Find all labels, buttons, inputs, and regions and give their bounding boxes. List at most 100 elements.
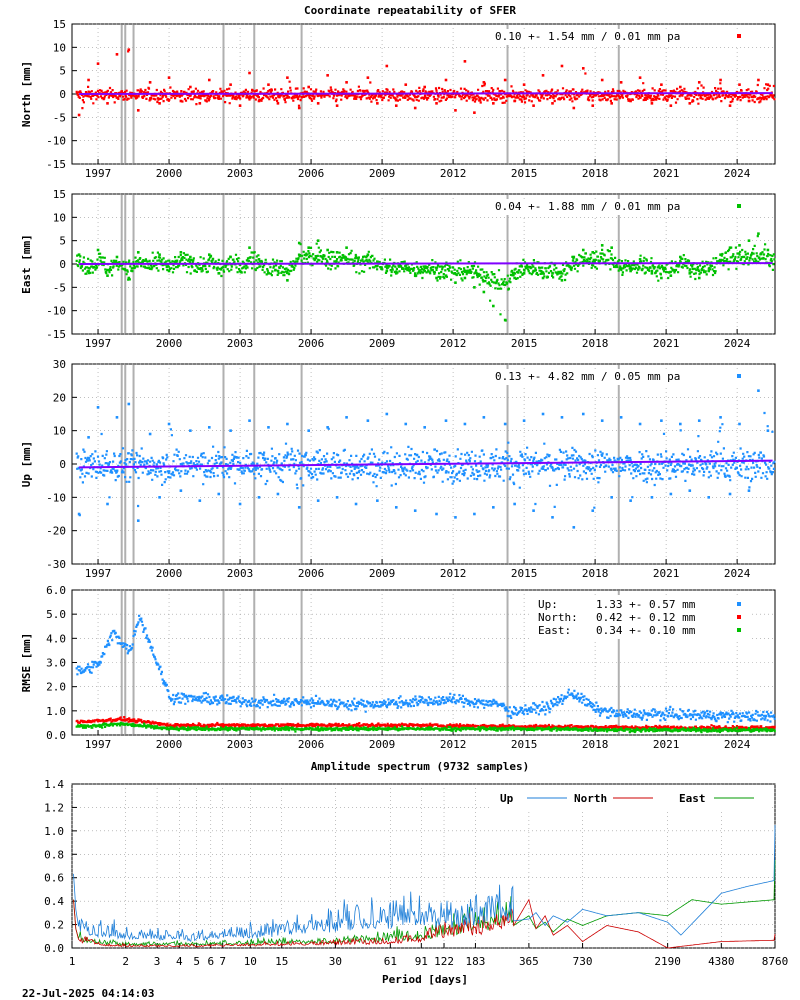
data-point [482, 290, 486, 294]
x-tick-label: 4380 [708, 955, 735, 968]
rmse-points-east [75, 721, 776, 734]
data-point [385, 269, 389, 273]
x-tick-label: 1997 [85, 738, 112, 751]
data-point [179, 99, 183, 103]
data-point [591, 509, 595, 512]
scatter-points [75, 411, 776, 517]
data-point [115, 416, 119, 419]
data-point [189, 429, 192, 432]
data-point [248, 246, 251, 249]
data-point [503, 318, 507, 322]
data-point [87, 269, 90, 273]
legend-stat: 1.33 +- 0.57 mm [596, 598, 696, 611]
data-point [276, 269, 280, 273]
y-tick-label: 0.8 [44, 848, 64, 861]
data-point [492, 102, 495, 105]
data-point [77, 253, 81, 256]
x-tick-label: 122 [434, 955, 454, 968]
data-point [217, 272, 221, 275]
x-tick-label: 2024 [724, 567, 751, 580]
data-point [707, 496, 711, 499]
x-tick-label: 2021 [653, 738, 680, 751]
data-point [423, 269, 426, 273]
legend-stat: 0.42 +- 0.12 mm [596, 611, 696, 624]
x-tick-label: 2024 [724, 167, 751, 180]
y-tick-label: -15 [46, 328, 66, 341]
x-tick-label: 7 [219, 955, 226, 968]
data-point [366, 76, 370, 79]
y-tick-label: 1.2 [44, 801, 64, 814]
data-point [766, 248, 770, 252]
y-tick-label: 5 [59, 235, 66, 248]
data-point [394, 104, 398, 107]
data-point [326, 426, 329, 429]
data-point [541, 276, 545, 280]
y-tick-label: -20 [46, 525, 66, 538]
data-point [482, 81, 486, 84]
data-point [707, 269, 711, 273]
data-point [532, 269, 535, 273]
data-point [444, 78, 448, 82]
data-point [454, 281, 457, 284]
stats-marker [737, 204, 741, 208]
x-tick-label: 4 [176, 955, 183, 968]
x-tick-label: 8760 [762, 955, 789, 968]
data-point [238, 104, 242, 107]
data-point [335, 251, 339, 254]
y-tick-label: -10 [46, 305, 66, 318]
data-point [267, 83, 270, 86]
data-point [503, 422, 507, 426]
x-tick-label: 61 [384, 955, 397, 968]
stats-text: 0.13 +- 4.82 mm / 0.05 mm pa [495, 370, 680, 383]
x-tick-label: 2015 [511, 167, 538, 180]
x-tick-label: 2018 [582, 167, 609, 180]
data-point [77, 113, 81, 117]
data-point [688, 272, 692, 275]
data-point [541, 412, 545, 416]
data-point [77, 512, 81, 516]
x-tick-label: 2 [122, 955, 129, 968]
data-point [435, 102, 438, 105]
stats-text: 0.04 +- 1.88 mm / 0.01 mm pa [495, 200, 680, 213]
data-point [307, 246, 311, 249]
data-point [167, 422, 171, 426]
data-point [513, 502, 516, 506]
data-point [96, 406, 100, 409]
data-point [572, 106, 576, 110]
data-point [136, 519, 140, 522]
y-tick-label: 20 [53, 391, 66, 404]
data-point [747, 239, 751, 242]
data-point [307, 429, 311, 432]
y-tick-label: 1.4 [44, 778, 64, 791]
x-tick-label: 2024 [724, 337, 751, 350]
x-tick-label: 2021 [653, 167, 680, 180]
data-point [629, 99, 632, 103]
stats-box [490, 29, 745, 45]
y-tick-label: -30 [46, 558, 66, 571]
data-point [560, 279, 564, 282]
x-tick-label: 2003 [227, 337, 254, 350]
y-tick-label: 4.0 [46, 632, 66, 645]
y-tick-label: 0.0 [44, 942, 64, 955]
data-point [560, 64, 564, 68]
x-tick-label: 2018 [582, 567, 609, 580]
data-point [600, 78, 604, 82]
data-point [345, 246, 348, 249]
data-point [463, 276, 467, 280]
data-point [738, 244, 741, 247]
legend-box [490, 788, 772, 810]
data-point [276, 492, 280, 496]
x-tick-label: 2006 [298, 567, 325, 580]
data-point [728, 492, 732, 496]
x-tick-label: 2015 [511, 567, 538, 580]
y-tick-label: 0 [59, 258, 66, 271]
data-point [404, 83, 408, 86]
x-tick-label: 2003 [227, 738, 254, 751]
data-point [638, 258, 642, 261]
data-point [297, 506, 301, 509]
trend-line [79, 262, 773, 265]
data-point [316, 239, 320, 242]
up-panel: 1997 2000 2003 2006 2009 2012 2015 2018 2021 2024… [20, 358, 776, 580]
data-point [158, 496, 161, 499]
data-point [688, 489, 692, 492]
